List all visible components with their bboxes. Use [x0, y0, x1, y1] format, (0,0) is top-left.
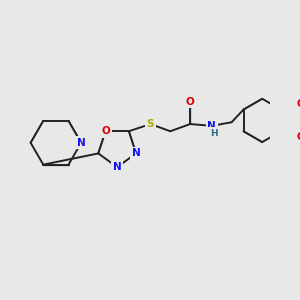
Text: O: O — [186, 97, 194, 106]
Text: S: S — [147, 119, 154, 129]
Text: N: N — [113, 162, 122, 172]
Text: H: H — [210, 129, 218, 138]
Text: N: N — [77, 138, 85, 148]
Text: O: O — [101, 126, 110, 136]
Text: N: N — [132, 148, 140, 158]
Text: O: O — [296, 132, 300, 142]
Text: O: O — [296, 99, 300, 109]
Text: N: N — [207, 121, 216, 131]
